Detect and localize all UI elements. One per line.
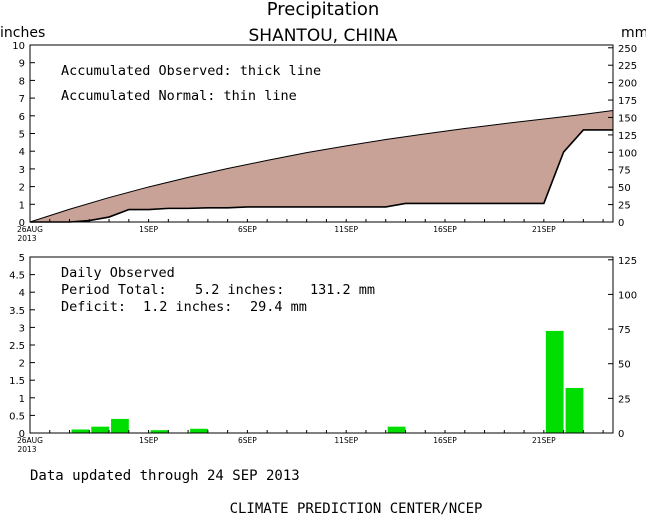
bottom-left-tick-label: 4: [19, 288, 25, 299]
bottom-left-tick-label: 3.5: [9, 306, 25, 317]
credit-line: CLIMATE PREDICTION CENTER/NCEP: [230, 501, 483, 517]
chart-title: Precipitation: [267, 0, 380, 20]
top-right-tick-label: 125: [618, 131, 637, 142]
top-left-tick-label: 9: [19, 59, 25, 70]
top-left-tick-label: 4: [19, 147, 25, 158]
daily-bar: [91, 426, 110, 433]
bottom-left-tick-label: 0: [19, 429, 25, 440]
bottom-right-tick-label: 75: [618, 325, 631, 336]
normal-line: [29, 109, 614, 223]
daily-bar: [565, 387, 584, 433]
top-right-tick-label: 200: [618, 79, 637, 90]
updated-note: Data updated through 24 SEP 2013: [30, 468, 300, 484]
daily-bar: [150, 430, 169, 433]
bottom-x-tick-label: 1SEP: [139, 436, 158, 445]
deficit-label: Deficit:: [61, 299, 126, 315]
deficit-area: [30, 110, 613, 222]
accumulated-panel: 0123456789100255075100125150175200225250…: [12, 41, 637, 243]
right-unit-label: mm: [621, 25, 646, 41]
bottom-left-tick-label: 2: [19, 359, 25, 370]
bottom-right-tick-label: 125: [618, 256, 637, 267]
bottom-x-year-label: 2013: [17, 445, 36, 454]
top-x-tick-label: 26AUG: [17, 225, 43, 234]
top-left-tick-label: 1: [19, 200, 25, 211]
daily-panel: 00.511.522.533.544.55025507510012526AUG2…: [9, 253, 637, 454]
top-right-tick-label: 100: [618, 148, 637, 159]
bottom-left-tick-label: 4.5: [9, 271, 25, 282]
top-x-year-label: 2013: [17, 234, 36, 243]
top-right-tick-label: 150: [618, 113, 637, 124]
top-left-tick-label: 3: [19, 165, 25, 176]
legend-normal: Accumulated Normal: thin line: [61, 88, 297, 104]
deficit-inches: 1.2 inches:: [143, 299, 232, 315]
top-left-tick-label: 2: [19, 183, 25, 194]
top-right-tick-label: 0: [618, 218, 624, 229]
top-left-tick-label: 10: [12, 41, 25, 52]
bottom-right-tick-label: 50: [618, 360, 631, 371]
bottom-x-tick-label: 21SEP: [532, 436, 556, 445]
bottom-x-tick-label: 6SEP: [238, 436, 257, 445]
location-title: SHANTOU, CHINA: [249, 26, 398, 46]
top-right-tick-label: 250: [618, 44, 637, 55]
top-left-tick-label: 6: [19, 112, 25, 123]
bottom-left-tick-label: 3: [19, 323, 25, 334]
top-x-tick-label: 16SEP: [433, 225, 457, 234]
top-right-tick-label: 175: [618, 96, 637, 107]
top-left-tick-label: 5: [19, 130, 25, 141]
bottom-left-tick-label: 1: [19, 394, 25, 405]
bottom-right-tick-label: 0: [618, 429, 624, 440]
legend-observed: Accumulated Observed: thick line: [61, 63, 321, 79]
top-left-tick-label: 7: [19, 94, 25, 105]
top-left-tick-label: 0: [19, 218, 25, 229]
top-x-tick-label: 6SEP: [238, 225, 257, 234]
daily-bar: [545, 330, 564, 433]
top-x-tick-label: 21SEP: [532, 225, 556, 234]
bottom-right-tick-label: 25: [618, 394, 631, 405]
top-right-tick-label: 225: [618, 61, 637, 72]
bottom-left-tick-label: 0.5: [9, 411, 25, 422]
daily-bar: [71, 429, 90, 433]
deficit-mm: 29.4 mm: [250, 299, 307, 315]
bottom-right-tick-label: 100: [618, 290, 637, 301]
period-total-inches: 5.2 inches:: [195, 282, 284, 298]
bottom-x-tick-label: 11SEP: [334, 436, 358, 445]
top-x-tick-label: 1SEP: [139, 225, 158, 234]
top-right-tick-label: 75: [618, 166, 631, 177]
bottom-left-tick-label: 2.5: [9, 341, 25, 352]
top-right-tick-label: 50: [618, 183, 631, 194]
daily-bar: [190, 428, 208, 433]
top-x-tick-label: 11SEP: [334, 225, 358, 234]
observed-line: [30, 129, 613, 223]
top-right-tick-label: 25: [618, 201, 631, 212]
daily-heading: Daily Observed: [61, 265, 175, 281]
bottom-left-tick-label: 1.5: [9, 376, 25, 387]
top-left-tick-label: 8: [19, 76, 25, 87]
bottom-left-tick-label: 5: [19, 253, 25, 264]
left-unit-label: inches: [0, 25, 45, 41]
daily-bar: [111, 418, 129, 433]
bottom-x-tick-label: 16SEP: [433, 436, 457, 445]
period-total-label: Period Total:: [61, 282, 167, 298]
period-total-mm: 131.2 mm: [310, 282, 375, 298]
daily-bar: [387, 426, 406, 433]
bottom-x-tick-label: 26AUG: [17, 436, 43, 445]
